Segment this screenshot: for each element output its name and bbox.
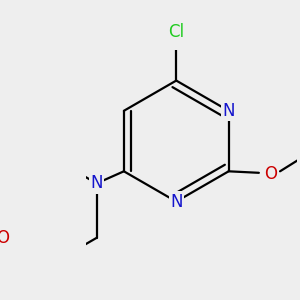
Text: O: O (0, 229, 9, 247)
Text: N: N (170, 193, 182, 211)
Text: N: N (90, 174, 103, 192)
Text: O: O (265, 165, 278, 183)
Text: N: N (222, 102, 235, 120)
Text: Cl: Cl (168, 23, 184, 41)
